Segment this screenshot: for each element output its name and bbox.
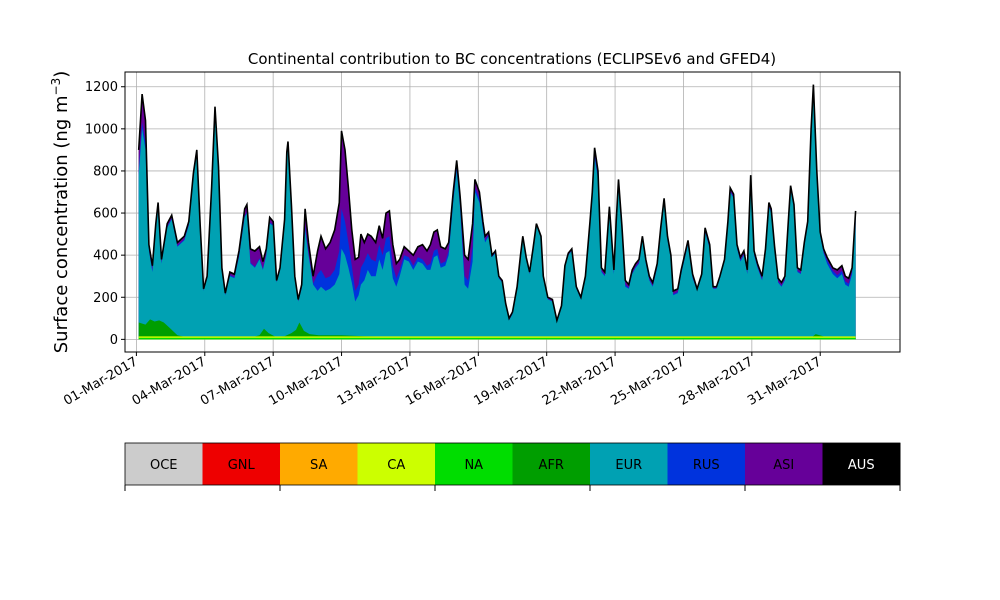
legend-label-ca: CA xyxy=(387,458,405,473)
legend-swatch-na xyxy=(435,443,513,485)
area-rus xyxy=(138,87,856,340)
total-line xyxy=(137,84,857,324)
y-axis-label-exponent: −3 xyxy=(49,78,63,96)
y-tick-label: 400 xyxy=(93,249,118,264)
area-na xyxy=(138,337,856,340)
legend-swatch-sa xyxy=(280,443,358,485)
legend-swatch-rus xyxy=(667,443,746,485)
y-tick-label: 600 xyxy=(93,207,118,222)
y-axis-label-close: ) xyxy=(51,71,72,78)
plot-frame xyxy=(124,71,901,353)
legend-label-eur: EUR xyxy=(615,458,642,473)
legend-swatch-oce xyxy=(125,443,203,485)
y-axis-label: Surface concentration (ng m−3) xyxy=(49,71,72,354)
chart-title: Continental contribution to BC concentra… xyxy=(248,50,776,68)
legend-label-rus: RUS xyxy=(693,458,720,473)
legend-frame xyxy=(124,442,901,486)
legend-swatch-ca xyxy=(357,443,436,485)
legend-label-na: NA xyxy=(464,458,483,473)
legend-label-asi: ASI xyxy=(773,458,794,473)
area-eur xyxy=(138,88,856,340)
legend-swatch-aus xyxy=(822,443,901,485)
legend-swatch-gnl xyxy=(202,443,281,485)
y-tick-label: 800 xyxy=(93,164,118,179)
legend-label-sa: SA xyxy=(310,458,327,473)
legend-label-gnl: GNL xyxy=(228,458,256,473)
legend-label-aus: AUS xyxy=(848,458,875,473)
y-tick-label: 0 xyxy=(110,333,118,348)
color-legend-bar: OCE GNL SA CA NA AFR EUR RUS ASI AUS xyxy=(124,442,901,491)
y-tick-label: 1000 xyxy=(85,122,118,137)
y-tick-label: 1200 xyxy=(85,80,118,95)
legend-swatch-asi xyxy=(745,443,823,485)
legend-label-oce: OCE xyxy=(150,458,178,473)
legend-swatch-afr xyxy=(512,443,591,485)
legend-label-afr: AFR xyxy=(539,458,564,473)
y-axis-label-main: Surface concentration (ng m xyxy=(51,95,72,353)
legend-swatch-eur xyxy=(590,443,668,485)
area-layers xyxy=(137,84,857,340)
y-tick-label: 200 xyxy=(93,291,118,306)
